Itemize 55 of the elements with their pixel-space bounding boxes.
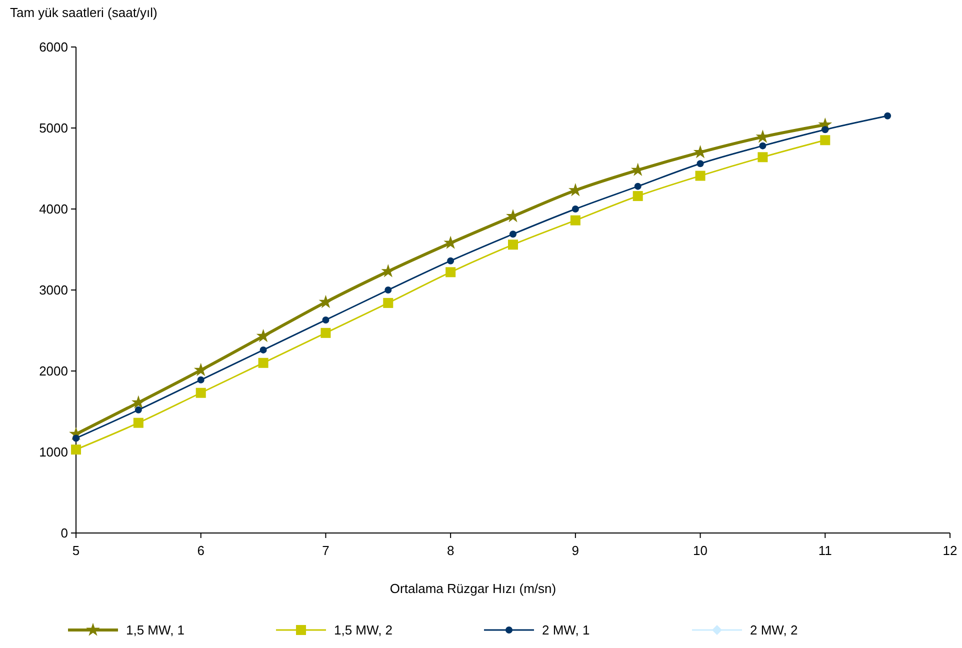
- point: [71, 444, 81, 455]
- point: [131, 395, 146, 409]
- x-tick-label: 8: [446, 543, 454, 558]
- point: [194, 362, 208, 376]
- point: [446, 267, 456, 278]
- point: [381, 264, 396, 278]
- x-tick-label: 6: [197, 543, 204, 558]
- y-tick-label: 5000: [39, 120, 68, 136]
- point: [256, 328, 270, 342]
- y-tick-label: 2000: [39, 364, 68, 379]
- legend-label: 2 MW, 1: [542, 622, 590, 638]
- point: [570, 215, 580, 226]
- point: [258, 358, 268, 368]
- point: [72, 434, 80, 442]
- point: [822, 126, 829, 134]
- point: [133, 418, 144, 428]
- point: [632, 191, 643, 202]
- point: [322, 316, 330, 324]
- point: [510, 230, 516, 238]
- x-axis-title: Ortalama Rüzgar Hızı (m/sn): [390, 581, 556, 596]
- point: [384, 286, 392, 294]
- point: [447, 257, 454, 264]
- point: [696, 160, 704, 168]
- point: [318, 294, 333, 308]
- point: [884, 112, 892, 120]
- x-tick-label: 10: [693, 543, 708, 558]
- x-tick-label: 9: [572, 543, 580, 558]
- point: [820, 135, 830, 146]
- point: [197, 376, 204, 384]
- point: [196, 388, 206, 398]
- x-tick-label: 5: [72, 543, 80, 558]
- y-tick-label: 4000: [39, 202, 68, 217]
- point: [506, 208, 520, 222]
- legend-label: 1,5 MW, 2: [334, 622, 393, 638]
- point: [383, 298, 394, 308]
- point: [508, 240, 518, 250]
- point: [134, 406, 142, 414]
- legend-label: 1,5 MW, 1: [126, 622, 185, 638]
- x-tick-label: 7: [322, 543, 330, 558]
- y-tick-label: 1000: [39, 444, 68, 460]
- x-tick-label: 11: [818, 543, 832, 558]
- point: [444, 236, 458, 249]
- x-tick-label: 12: [942, 543, 958, 558]
- point: [759, 142, 766, 150]
- y-axis-title: Tam yük saatleri (saat/yıl): [10, 5, 158, 20]
- point: [695, 170, 706, 181]
- y-tick-label: 3000: [39, 282, 68, 298]
- y-tick-label: 6000: [39, 40, 68, 55]
- point: [572, 206, 579, 212]
- point: [260, 346, 267, 354]
- point: [758, 152, 768, 162]
- y-tick-label: 0: [60, 526, 68, 541]
- point: [634, 182, 642, 190]
- legend-label: 2 MW, 2: [750, 622, 798, 638]
- point: [320, 328, 331, 338]
